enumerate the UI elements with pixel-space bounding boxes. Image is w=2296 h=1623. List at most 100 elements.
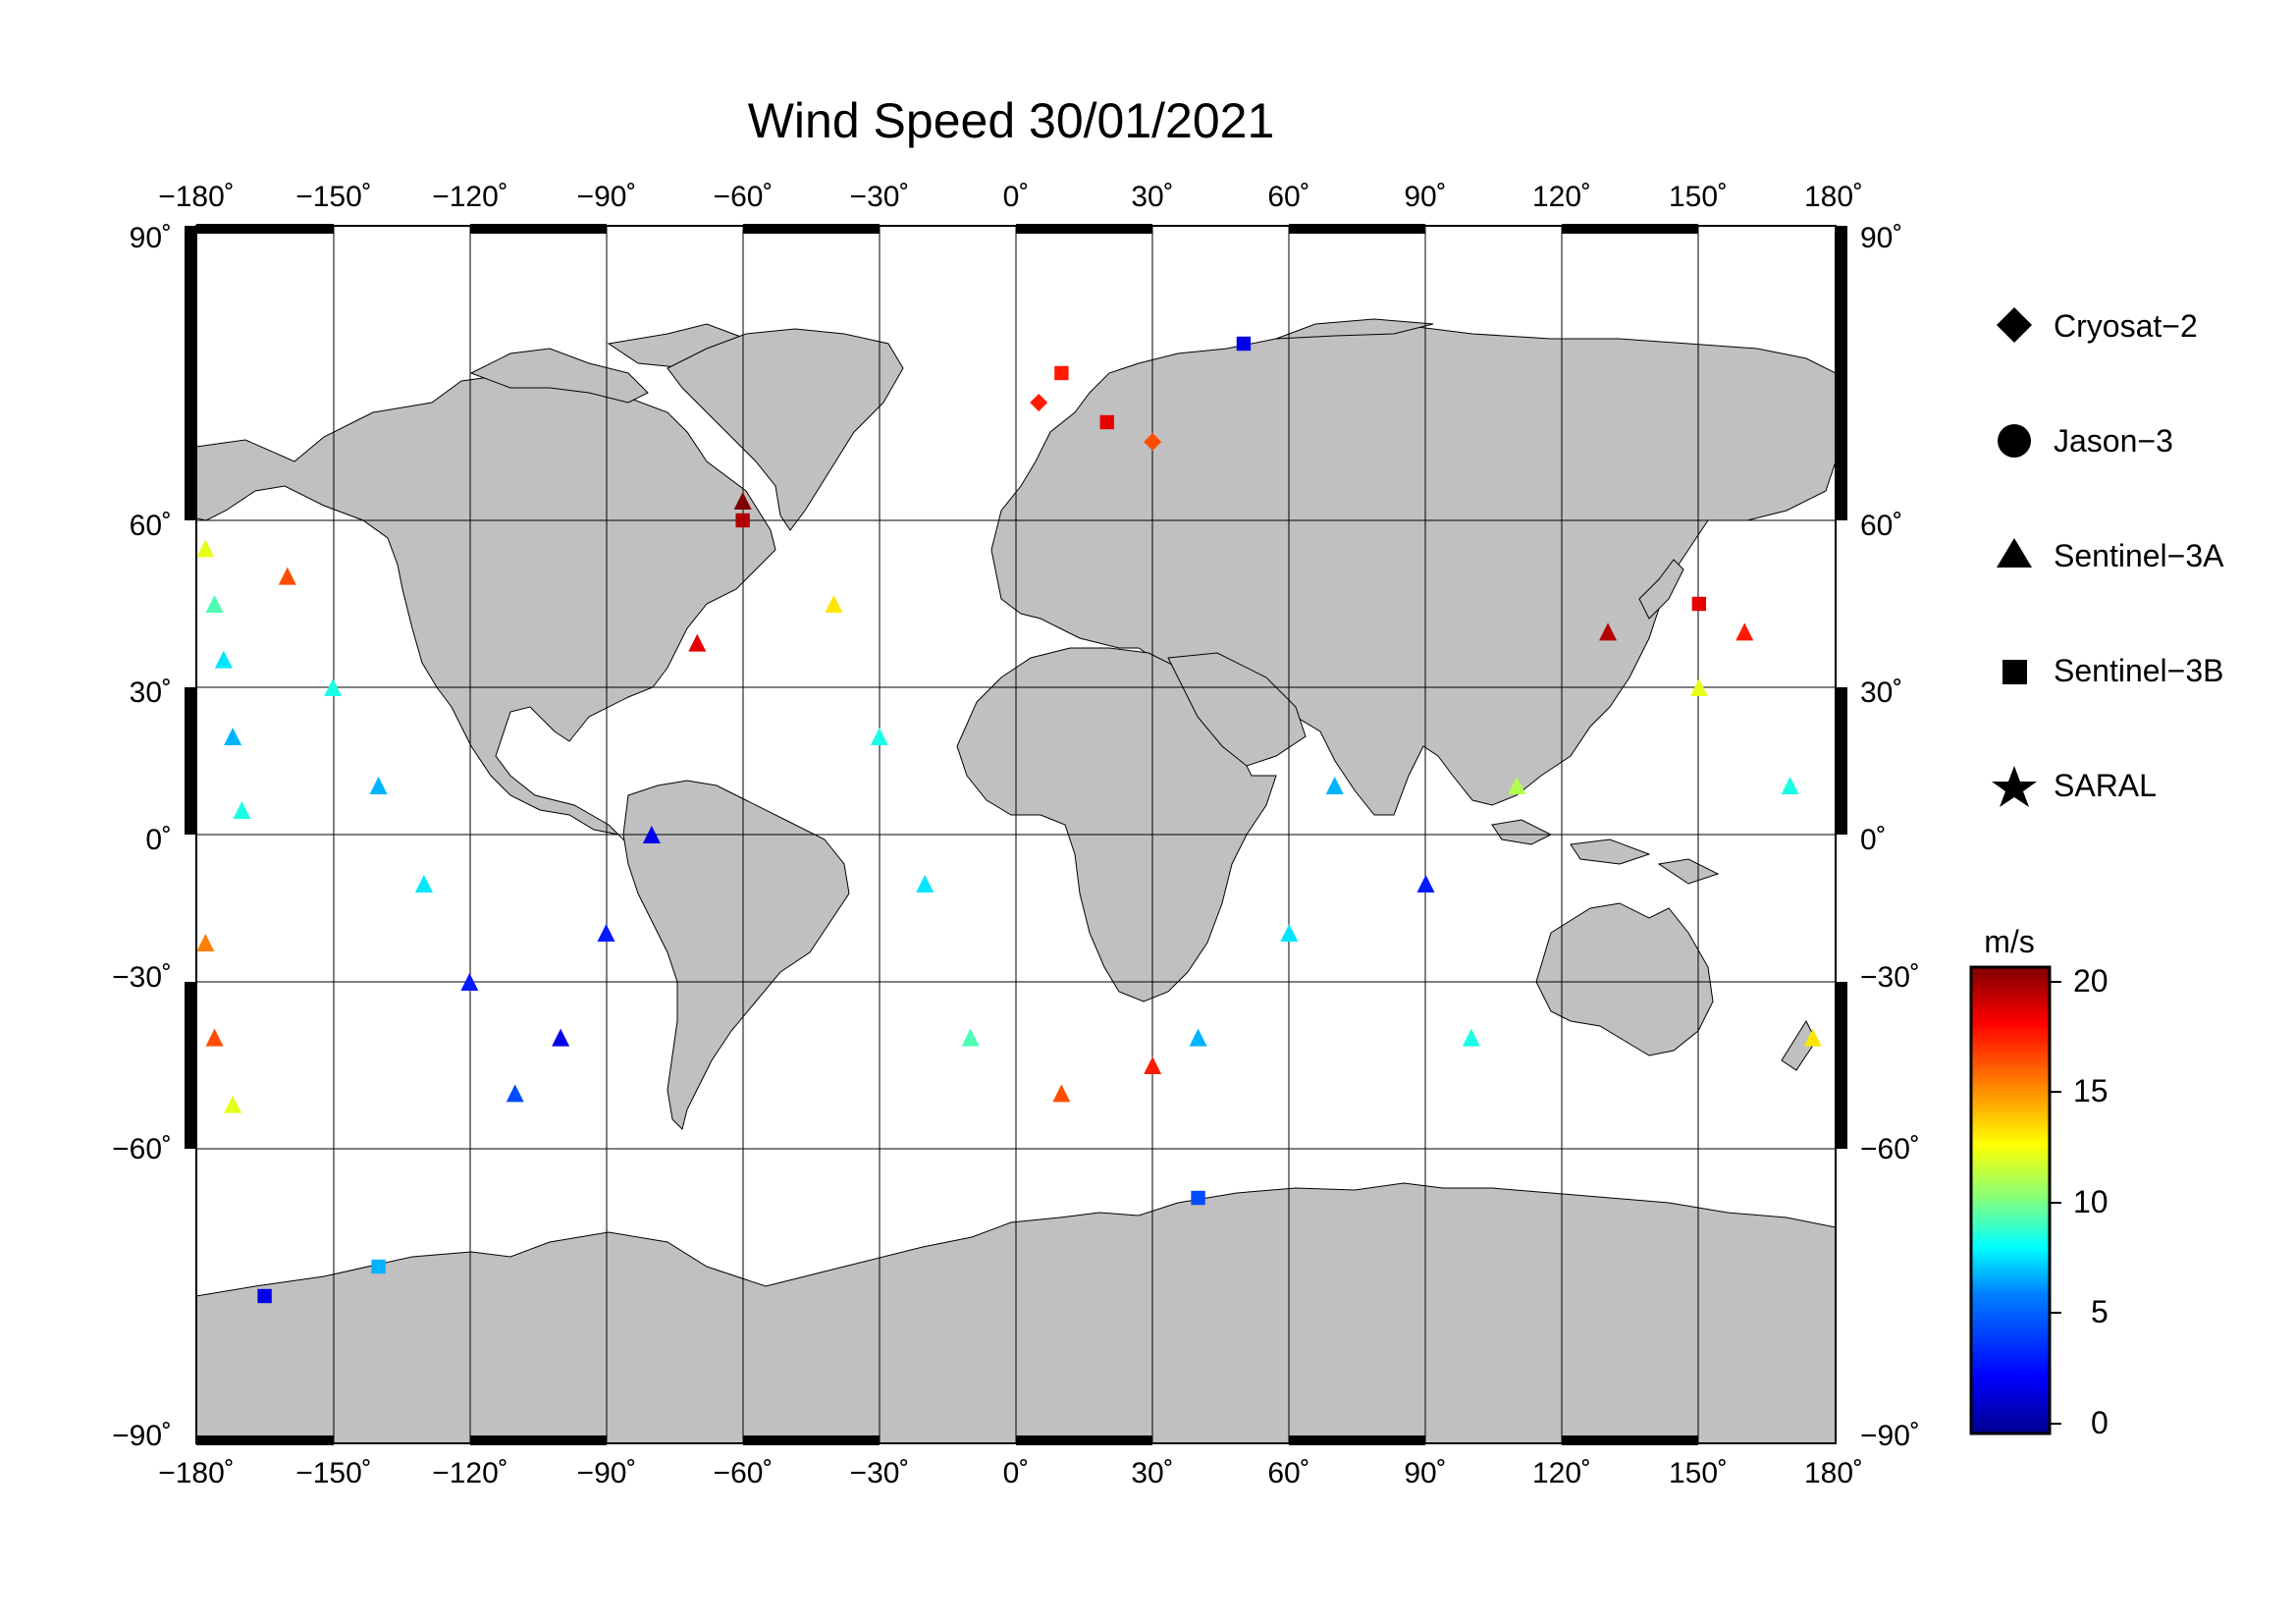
land-arabia: [1167, 652, 1307, 767]
lat-label-right: −30˚: [1860, 961, 1920, 994]
colorbar-unit: m/s: [1984, 924, 2035, 959]
data-point-square: [371, 1259, 386, 1274]
data-point-triangle: [196, 934, 215, 951]
data-point-triangle: [278, 567, 296, 585]
data-point-triangle: [369, 777, 388, 794]
lon-label-top: 150˚: [1669, 181, 1728, 213]
lon-label-bottom: −150˚: [295, 1457, 372, 1489]
chart-title: Wind Speed 30/01/2021: [748, 93, 1275, 148]
data-point-diamond: [1030, 394, 1048, 411]
data-point-triangle: [1462, 1028, 1480, 1047]
lon-label-top: −60˚: [714, 181, 774, 213]
data-point-triangle: [233, 801, 251, 819]
lat-label-left: −90˚: [112, 1420, 172, 1452]
data-point-square: [1191, 1190, 1205, 1206]
data-point-square: [1054, 365, 1069, 381]
land-japan: [1638, 559, 1684, 620]
data-point-triangle: [1144, 1056, 1162, 1074]
colorbar: m/s 20 15 10 5 0: [1969, 924, 2109, 1440]
lon-label-top: −180˚: [158, 181, 235, 213]
data-point-triangle: [1803, 1028, 1822, 1047]
data-point-triangle: [205, 595, 224, 613]
lat-labels-left: 90˚ 60˚ 30˚ 0˚ −30˚ −60˚ −90˚: [112, 222, 172, 1452]
data-point-triangle: [224, 728, 242, 745]
data-point-triangle: [224, 1095, 242, 1113]
lat-label-right: −60˚: [1860, 1133, 1920, 1165]
lon-labels-top: −180˚ −150˚ −120˚ −90˚ −60˚ −30˚ 0˚ 30˚ …: [158, 181, 1863, 213]
data-point-triangle: [825, 595, 843, 613]
colorbar-tick: 20: [2073, 963, 2109, 999]
legend-item-sentinel-3a: Sentinel−3A: [1997, 538, 2224, 573]
colorbar-tick: 10: [2073, 1184, 2109, 1219]
lon-label-bottom: −90˚: [577, 1457, 637, 1489]
land-north-america: [195, 372, 776, 845]
data-point-triangle: [1781, 777, 1799, 794]
lon-label-top: 0˚: [1003, 181, 1030, 213]
data-point-square: [1691, 596, 1707, 612]
data-point-triangle: [196, 539, 215, 558]
lon-label-bottom: −120˚: [432, 1457, 508, 1489]
lon-label-bottom: −180˚: [158, 1457, 235, 1489]
data-point-square: [1236, 336, 1252, 352]
lat-label-left: 60˚: [130, 510, 172, 542]
legend-label: SARAL: [2054, 768, 2157, 803]
circle-icon: [1998, 424, 2031, 458]
data-point-square: [1099, 414, 1114, 430]
lon-label-bottom: 60˚: [1267, 1457, 1309, 1489]
data-point-triangle: [1280, 924, 1299, 942]
data-point-triangle: [414, 875, 433, 893]
land-siberia-north: [1275, 318, 1434, 340]
lat-label-left: −60˚: [112, 1133, 172, 1165]
data-point-square: [735, 513, 750, 528]
data-point-triangle: [1508, 777, 1526, 794]
land-south-america: [622, 780, 850, 1130]
land-greenland: [667, 328, 904, 531]
lat-label-right: 90˚: [1860, 222, 1902, 254]
lon-label-bottom: 120˚: [1532, 1457, 1591, 1489]
triangle-icon: [1997, 538, 2032, 568]
data-point-triangle: [642, 826, 661, 843]
lat-label-left: 0˚: [145, 824, 172, 856]
legend-item-saral: SARAL: [1992, 766, 2157, 807]
data-point-triangle: [916, 875, 934, 893]
data-point-triangle: [324, 678, 343, 696]
data-point-triangle: [460, 973, 479, 991]
lon-label-bottom: 0˚: [1003, 1457, 1030, 1489]
data-point-square: [257, 1288, 272, 1304]
lat-label-right: 30˚: [1860, 676, 1902, 709]
legend-label: Jason−3: [2054, 423, 2173, 459]
data-point-triangle: [1189, 1028, 1207, 1047]
lat-label-right: −90˚: [1860, 1420, 1920, 1452]
lat-label-left: −30˚: [112, 961, 172, 994]
star-icon: [1992, 766, 2037, 807]
lon-label-top: −30˚: [850, 181, 910, 213]
data-point-triangle: [597, 924, 615, 942]
lon-label-bottom: 150˚: [1669, 1457, 1728, 1489]
data-point-triangle: [961, 1028, 980, 1047]
data-point-triangle: [1052, 1084, 1071, 1103]
data-point-triangle: [1416, 875, 1435, 893]
data-point-triangle: [552, 1028, 570, 1047]
legend-label: Sentinel−3B: [2054, 653, 2223, 688]
colorbar-tick: 15: [2073, 1073, 2109, 1109]
lon-label-top: 60˚: [1267, 181, 1309, 213]
data-point-triangle: [1599, 622, 1618, 641]
lon-label-top: 180˚: [1804, 181, 1863, 213]
lon-label-bottom: −60˚: [714, 1457, 774, 1489]
land-africa: [956, 647, 1277, 1002]
lat-labels-right: 90˚ 60˚ 30˚ 0˚ −30˚ −60˚ −90˚: [1860, 222, 1920, 1452]
lon-label-top: −120˚: [432, 181, 508, 213]
lon-label-bottom: 90˚: [1404, 1457, 1446, 1489]
lon-label-top: 30˚: [1131, 181, 1173, 213]
colorbar-tick: 0: [2091, 1405, 2109, 1440]
lon-label-top: −90˚: [577, 181, 637, 213]
legend-label: Cryosat−2: [2054, 308, 2198, 344]
lon-label-top: 90˚: [1404, 181, 1446, 213]
legend-item-sentinel-3b: Sentinel−3B: [2002, 653, 2223, 688]
square-icon: [2002, 660, 2027, 684]
colorbar-gradient: [1969, 965, 2052, 1435]
lat-label-right: 60˚: [1860, 510, 1902, 542]
lon-label-bottom: −30˚: [850, 1457, 910, 1489]
lon-label-bottom: 180˚: [1804, 1457, 1863, 1489]
lat-label-left: 30˚: [130, 676, 172, 709]
